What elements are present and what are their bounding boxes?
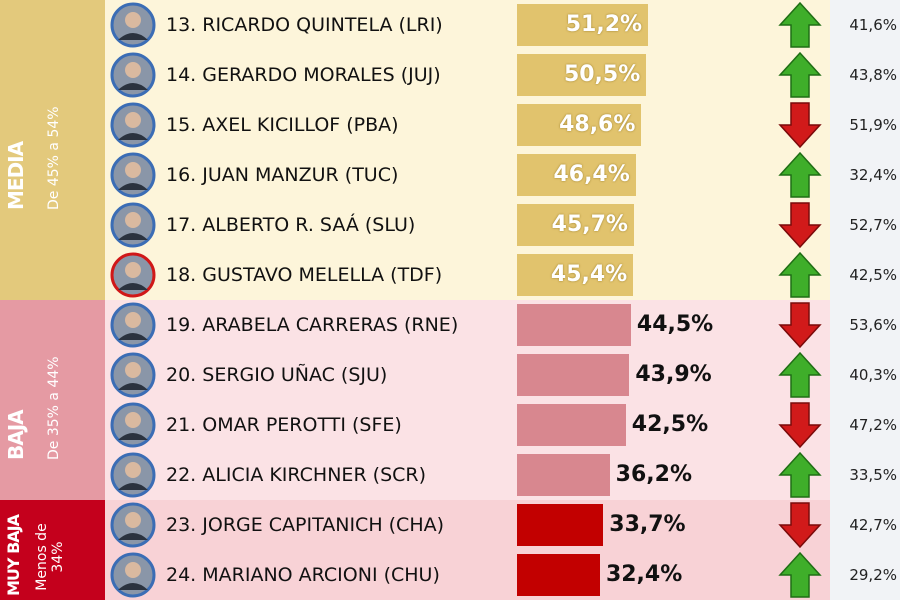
avatar <box>110 502 156 548</box>
group-subtitle: De 35% a 44% <box>46 356 62 460</box>
avatar <box>110 252 156 298</box>
avatar <box>110 352 156 398</box>
politician-name: 15. AXEL KICILLOF (PBA) <box>166 114 399 136</box>
politician-name: 22. ALICIA KIRCHNER (SCR) <box>166 464 427 486</box>
trend-arrow <box>778 51 822 98</box>
trend-arrow <box>778 202 822 249</box>
row-background <box>105 0 830 300</box>
group-title: MUY BAJA <box>4 515 23 596</box>
politician-name: 13. RICARDO QUINTELA (LRI) <box>166 14 443 36</box>
bar <box>517 54 647 96</box>
trend-arrow <box>778 302 822 349</box>
bar <box>517 504 604 546</box>
trend-arrow <box>778 102 822 149</box>
group-subtitle: Menos de 34% <box>34 523 66 591</box>
previous-value: 29,2% <box>849 566 897 584</box>
trend-arrow <box>778 351 822 398</box>
value-label: 36,2% <box>615 462 692 487</box>
politician-name: 17. ALBERTO R. SAÁ (SLU) <box>166 214 416 236</box>
politician-name: 24. MARIANO ARCIONI (CHU) <box>166 564 440 586</box>
politician-name: 23. JORGE CAPITANICH (CHA) <box>166 514 445 536</box>
value-label: 51,2% <box>565 12 643 37</box>
value-label: 42,5% <box>631 412 709 437</box>
bar <box>517 154 636 196</box>
avatar <box>110 2 156 48</box>
trend-arrow <box>778 451 822 498</box>
trend-arrow <box>778 502 822 549</box>
group-title: MEDIA <box>4 141 28 210</box>
value-label: 50,5% <box>563 62 641 87</box>
bar <box>517 354 630 396</box>
bar <box>517 4 649 46</box>
trend-arrow <box>778 251 822 298</box>
politician-name: 18. GUSTAVO MELELLA (TDF) <box>166 264 443 286</box>
trend-arrow <box>778 402 822 449</box>
group-band: BAJA De 35% a 44% <box>0 300 105 500</box>
value-label: 33,7% <box>609 512 686 537</box>
previous-value: 53,6% <box>849 316 897 334</box>
politician-name: 19. ARABELA CARRERAS (RNE) <box>166 314 459 336</box>
group-band: MUY BAJA Menos de 34% <box>0 500 105 600</box>
value-label: 46,4% <box>553 162 630 187</box>
group-title: BAJA <box>4 410 28 460</box>
avatar <box>110 52 156 98</box>
bar <box>517 404 626 446</box>
bar <box>517 304 631 346</box>
previous-value: 47,2% <box>849 416 897 434</box>
avatar <box>110 452 156 498</box>
value-label: 44,5% <box>636 312 714 337</box>
bar <box>517 454 610 496</box>
trend-arrow <box>778 551 822 598</box>
avatar <box>110 102 156 148</box>
previous-value: 43,8% <box>849 66 897 84</box>
bar <box>517 204 634 246</box>
trend-arrow <box>778 151 822 198</box>
politician-name: 14. GERARDO MORALES (JUJ) <box>166 64 441 86</box>
previous-value: 42,5% <box>849 266 897 284</box>
value-label: 43,9% <box>635 362 712 387</box>
value-label: 32,4% <box>605 562 683 587</box>
previous-column <box>830 0 900 600</box>
row-background <box>105 500 830 600</box>
politician-name: 16. JUAN MANZUR (TUC) <box>166 164 399 186</box>
politician-name: 20. SERGIO UÑAC (SJU) <box>166 364 388 386</box>
politician-name: 21. OMAR PEROTTI (SFE) <box>166 414 402 436</box>
value-label: 48,6% <box>559 112 636 137</box>
previous-value: 51,9% <box>849 116 897 134</box>
value-label: 45,4% <box>550 262 628 287</box>
bar <box>517 254 634 296</box>
avatar <box>110 402 156 448</box>
avatar <box>110 152 156 198</box>
previous-value: 42,7% <box>849 516 897 534</box>
value-label: 45,7% <box>551 212 628 237</box>
trend-arrow <box>778 1 822 48</box>
bar <box>517 104 642 146</box>
group-band: MEDIA De 45% a 54% <box>0 0 105 300</box>
row-background <box>105 300 830 500</box>
previous-value: 41,6% <box>849 16 897 34</box>
previous-value: 40,3% <box>849 366 897 384</box>
previous-value: 52,7% <box>849 216 897 234</box>
previous-value: 32,4% <box>849 166 897 184</box>
bar <box>517 554 600 596</box>
previous-value: 33,5% <box>849 466 897 484</box>
avatar <box>110 552 156 598</box>
avatar <box>110 202 156 248</box>
avatar <box>110 302 156 348</box>
group-subtitle: De 45% a 54% <box>46 106 62 210</box>
